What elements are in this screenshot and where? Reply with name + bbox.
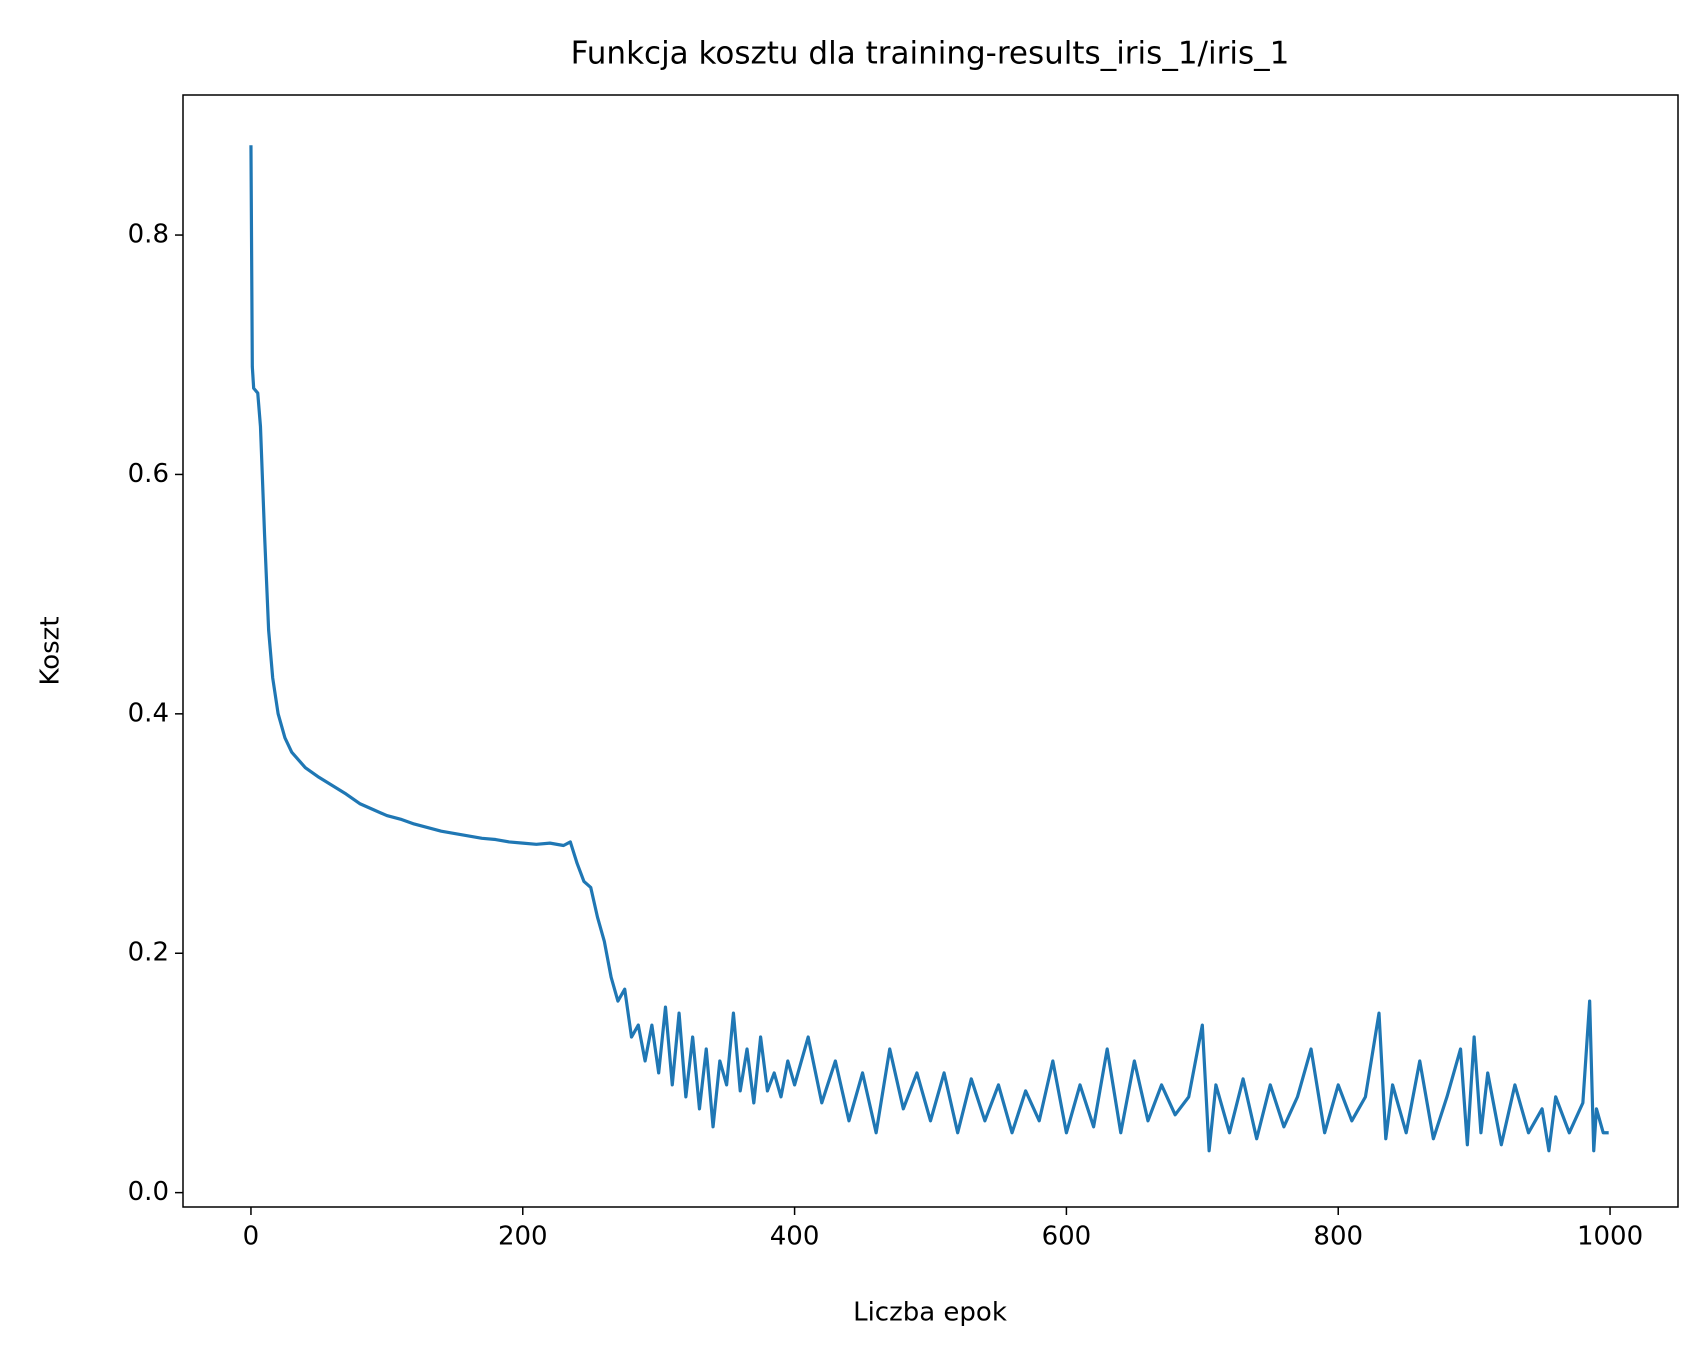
x-tick-label: 0 bbox=[243, 1222, 260, 1252]
chart-title: Funkcja kosztu dla training-results_iris… bbox=[571, 36, 1290, 72]
y-tick-label: 0.2 bbox=[128, 938, 169, 968]
x-tick-label: 1000 bbox=[1577, 1222, 1643, 1252]
y-tick-label: 0.4 bbox=[128, 698, 169, 728]
y-tick-label: 0.6 bbox=[128, 459, 169, 489]
x-tick-label: 600 bbox=[1042, 1222, 1092, 1252]
x-tick-label: 400 bbox=[770, 1222, 820, 1252]
line-series bbox=[249, 145, 1609, 1153]
x-tick-label: 800 bbox=[1313, 1222, 1363, 1252]
y-axis-label: Koszt bbox=[36, 616, 66, 685]
y-tick-label: 0.0 bbox=[128, 1177, 169, 1207]
x-tick-label: 200 bbox=[498, 1222, 548, 1252]
x-axis-label: Liczba epok bbox=[853, 1298, 1007, 1328]
y-tick-label: 0.8 bbox=[128, 220, 169, 250]
plot-frame bbox=[182, 94, 1679, 1208]
